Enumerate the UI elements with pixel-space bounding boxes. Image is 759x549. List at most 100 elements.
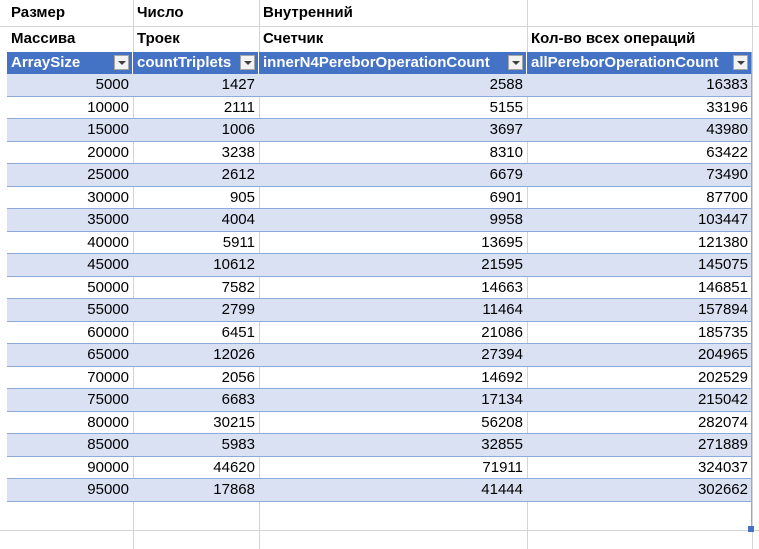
cell-array-size[interactable]: 60000 — [87, 323, 129, 341]
label-triplets-line1[interactable]: Число — [137, 4, 184, 21]
table-row[interactable]: 5000 1427 2588 16383 — [7, 74, 752, 96]
cell-all-op-count[interactable]: 121380 — [697, 233, 748, 251]
cell-inner-op-count[interactable]: 32855 — [481, 436, 523, 453]
cell-count-triplets[interactable]: 3238 — [221, 143, 255, 161]
cell-array-size[interactable]: 35000 — [87, 211, 129, 228]
cell-count-triplets[interactable]: 905 — [229, 188, 255, 206]
cell-count-triplets[interactable]: 6683 — [221, 391, 255, 408]
cell-all-op-count[interactable]: 146851 — [697, 278, 748, 296]
cell-all-op-count[interactable]: 103447 — [697, 211, 748, 228]
cell-count-triplets[interactable]: 30215 — [213, 413, 255, 431]
table-row[interactable]: 75000 6683 17134 215042 — [7, 389, 752, 411]
cell-inner-op-count[interactable]: 41444 — [481, 481, 523, 498]
cell-array-size[interactable]: 75000 — [87, 391, 129, 408]
table-row[interactable]: 40000 5911 13695 121380 — [7, 232, 752, 254]
table-row[interactable]: 25000 2612 6679 73490 — [7, 164, 752, 186]
label-array-size-line2[interactable]: Массива — [11, 30, 76, 47]
cell-count-triplets[interactable]: 12026 — [213, 346, 255, 363]
cell-inner-op-count[interactable]: 21086 — [481, 323, 523, 341]
table-row[interactable]: 30000 905 6901 87700 — [7, 187, 752, 209]
cell-count-triplets[interactable]: 7582 — [221, 278, 255, 296]
cell-count-triplets[interactable]: 2056 — [221, 368, 255, 386]
label-triplets-line2[interactable]: Троек — [137, 30, 180, 47]
cell-inner-op-count[interactable]: 8310 — [489, 143, 523, 161]
table-row[interactable]: 85000 5983 32855 271889 — [7, 434, 752, 456]
table-row[interactable]: 45000 10612 21595 145075 — [7, 254, 752, 276]
cell-array-size[interactable]: 10000 — [87, 98, 129, 116]
label-all-ops-line2[interactable]: Кол-во всех операций — [531, 30, 696, 47]
cell-inner-op-count[interactable]: 9958 — [489, 211, 523, 228]
label-inner-counter-line2[interactable]: Счетчик — [263, 30, 324, 47]
filter-dropdown-icon[interactable] — [114, 55, 129, 70]
cell-array-size[interactable]: 55000 — [87, 301, 129, 318]
cell-array-size[interactable]: 50000 — [87, 278, 129, 296]
cell-count-triplets[interactable]: 10612 — [213, 256, 255, 273]
cell-all-op-count[interactable]: 324037 — [697, 458, 748, 476]
cell-array-size[interactable]: 20000 — [87, 143, 129, 161]
cell-array-size[interactable]: 15000 — [87, 121, 129, 138]
table-row[interactable]: 90000 44620 71911 324037 — [7, 457, 752, 479]
table-row[interactable]: 65000 12026 27394 204965 — [7, 344, 752, 366]
cell-count-triplets[interactable]: 1427 — [221, 76, 255, 93]
cell-inner-op-count[interactable]: 27394 — [481, 346, 523, 363]
cell-all-op-count[interactable]: 63422 — [706, 143, 748, 161]
cell-array-size[interactable]: 90000 — [87, 458, 129, 476]
cell-count-triplets[interactable]: 5911 — [222, 233, 255, 251]
cell-count-triplets[interactable]: 44620 — [213, 458, 255, 476]
label-array-size-line1[interactable]: Размер — [11, 4, 66, 21]
cell-all-op-count[interactable]: 185735 — [697, 323, 748, 341]
cell-inner-op-count[interactable]: 11464 — [482, 301, 523, 318]
table-row[interactable]: 35000 4004 9958 103447 — [7, 209, 752, 231]
cell-all-op-count[interactable]: 87700 — [706, 188, 748, 206]
table-row[interactable]: 80000 30215 56208 282074 — [7, 412, 752, 434]
cell-array-size[interactable]: 70000 — [87, 368, 129, 386]
cell-array-size[interactable]: 40000 — [87, 233, 129, 251]
cell-count-triplets[interactable]: 2799 — [221, 301, 255, 318]
cell-count-triplets[interactable]: 6451 — [221, 323, 255, 341]
cell-inner-op-count[interactable]: 14663 — [481, 278, 523, 296]
table-resize-handle[interactable] — [748, 526, 754, 532]
filter-dropdown-icon[interactable] — [508, 55, 523, 70]
cell-all-op-count[interactable]: 73490 — [706, 166, 748, 183]
cell-inner-op-count[interactable]: 6679 — [489, 166, 523, 183]
cell-inner-op-count[interactable]: 6901 — [489, 188, 523, 206]
filter-dropdown-icon[interactable] — [240, 55, 255, 70]
cell-array-size[interactable]: 65000 — [87, 346, 129, 363]
table-row[interactable]: 60000 6451 21086 185735 — [7, 322, 752, 344]
table-row[interactable]: 55000 2799 11464 157894 — [7, 299, 752, 321]
cell-inner-op-count[interactable]: 17134 — [481, 391, 523, 408]
cell-array-size[interactable]: 30000 — [87, 188, 129, 206]
cell-array-size[interactable]: 80000 — [87, 413, 129, 431]
label-inner-counter-line1[interactable]: Внутренний — [263, 4, 353, 21]
cell-inner-op-count[interactable]: 56208 — [481, 413, 523, 431]
cell-all-op-count[interactable]: 282074 — [697, 413, 748, 431]
label-all-ops-line1[interactable] — [527, 0, 752, 26]
table-row[interactable]: 95000 17868 41444 302662 — [7, 479, 752, 501]
cell-array-size[interactable]: 5000 — [95, 76, 129, 93]
cell-count-triplets[interactable]: 1006 — [221, 121, 255, 138]
cell-all-op-count[interactable]: 271889 — [697, 436, 748, 453]
filter-dropdown-icon[interactable] — [733, 55, 748, 70]
cell-all-op-count[interactable]: 302662 — [697, 481, 748, 498]
table-row[interactable]: 15000 1006 3697 43980 — [7, 119, 752, 141]
cell-all-op-count[interactable]: 43980 — [706, 121, 748, 138]
table-row[interactable]: 20000 3238 8310 63422 — [7, 142, 752, 164]
cell-array-size[interactable]: 45000 — [87, 256, 129, 273]
cell-all-op-count[interactable]: 202529 — [697, 368, 748, 386]
cell-inner-op-count[interactable]: 71911 — [482, 458, 523, 476]
cell-array-size[interactable]: 25000 — [87, 166, 129, 183]
header-all-op-count[interactable]: allPereborOperationCount — [527, 52, 752, 74]
cell-count-triplets[interactable]: 2612 — [221, 166, 255, 183]
header-count-triplets[interactable]: countTriplets — [133, 52, 259, 74]
cell-count-triplets[interactable]: 5983 — [221, 436, 255, 453]
cell-inner-op-count[interactable]: 21595 — [481, 256, 523, 273]
cell-all-op-count[interactable]: 157894 — [697, 301, 748, 318]
cell-inner-op-count[interactable]: 2588 — [489, 76, 523, 93]
header-array-size[interactable]: ArraySize — [7, 52, 133, 74]
table-row[interactable]: 70000 2056 14692 202529 — [7, 367, 752, 389]
cell-count-triplets[interactable]: 17868 — [213, 481, 255, 498]
cell-inner-op-count[interactable]: 3697 — [489, 121, 523, 138]
cell-array-size[interactable]: 95000 — [87, 481, 129, 498]
cell-array-size[interactable]: 85000 — [87, 436, 129, 453]
